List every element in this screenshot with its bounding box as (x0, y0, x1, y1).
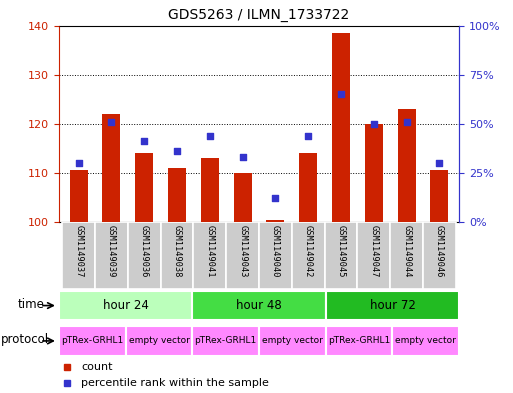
Bar (332, 33, 350, 222)
Point (140, 138, 148, 145)
Bar (128, 222, 161, 289)
Point (107, 119, 115, 125)
Point (206, 132, 214, 139)
Bar (59, 326, 126, 356)
Bar (259, 326, 326, 356)
Text: empty vector: empty vector (129, 336, 189, 345)
Text: GSM1149036: GSM1149036 (140, 225, 149, 277)
Bar (233, 173, 252, 222)
Bar (299, 153, 317, 222)
Bar (168, 168, 186, 222)
Text: hour 72: hour 72 (369, 299, 416, 312)
Bar (59, 291, 192, 320)
Point (271, 195, 280, 202)
Point (403, 119, 411, 125)
Bar (266, 220, 285, 222)
Text: pTRex-GRHL1: pTRex-GRHL1 (194, 336, 257, 345)
Bar (103, 114, 121, 222)
Text: GSM1149038: GSM1149038 (172, 225, 182, 277)
Text: protocol: protocol (1, 333, 49, 346)
Point (74, 160, 83, 166)
Bar (226, 222, 259, 289)
Text: GSM1149046: GSM1149046 (435, 225, 444, 277)
Text: GSM1149047: GSM1149047 (369, 225, 379, 277)
Point (173, 148, 181, 154)
Bar (326, 326, 392, 356)
Bar (390, 222, 423, 289)
Text: GSM1149042: GSM1149042 (304, 225, 313, 277)
Text: GSM1149044: GSM1149044 (402, 225, 411, 277)
Bar (62, 222, 95, 289)
Bar (201, 158, 219, 222)
Point (337, 91, 345, 97)
Text: hour 48: hour 48 (236, 299, 282, 312)
Bar (161, 222, 193, 289)
Text: GSM1149041: GSM1149041 (205, 225, 214, 277)
Text: GSM1149045: GSM1149045 (337, 225, 346, 277)
Bar (326, 291, 459, 320)
Point (370, 121, 378, 127)
Bar (126, 326, 192, 356)
Bar (95, 222, 128, 289)
Text: GSM1149040: GSM1149040 (271, 225, 280, 277)
Bar (192, 291, 326, 320)
Bar (430, 171, 448, 222)
Text: pTRex-GRHL1: pTRex-GRHL1 (61, 336, 124, 345)
Bar (423, 222, 456, 289)
Text: time: time (17, 298, 45, 310)
Point (436, 160, 444, 166)
Bar (365, 124, 383, 222)
Bar (392, 326, 459, 356)
Text: GSM1149037: GSM1149037 (74, 225, 83, 277)
Bar (193, 222, 226, 289)
Bar (70, 171, 88, 222)
Bar (325, 222, 358, 289)
Bar (192, 326, 259, 356)
Point (304, 132, 312, 139)
Text: GSM1149039: GSM1149039 (107, 225, 116, 277)
Bar (292, 222, 325, 289)
Bar (398, 109, 416, 222)
Bar (135, 153, 153, 222)
Point (239, 154, 247, 160)
Title: GDS5263 / ILMN_1733722: GDS5263 / ILMN_1733722 (168, 8, 350, 22)
Bar (259, 222, 292, 289)
Text: empty vector: empty vector (262, 336, 323, 345)
Text: empty vector: empty vector (396, 336, 456, 345)
Text: percentile rank within the sample: percentile rank within the sample (81, 378, 269, 388)
Text: hour 24: hour 24 (103, 299, 149, 312)
Bar (358, 222, 390, 289)
Text: count: count (81, 362, 112, 372)
Text: GSM1149043: GSM1149043 (238, 225, 247, 277)
Text: pTRex-GRHL1: pTRex-GRHL1 (328, 336, 390, 345)
